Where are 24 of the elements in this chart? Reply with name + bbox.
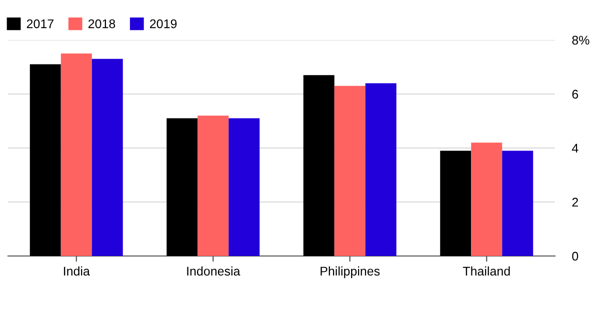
legend-label: 2018 xyxy=(88,19,116,28)
bar xyxy=(198,116,229,256)
x-tick-label: Philippines xyxy=(320,266,380,278)
bar xyxy=(502,150,534,256)
y-tick-label: 0 xyxy=(572,252,578,261)
x-tick-label: India xyxy=(64,266,90,276)
bar xyxy=(60,54,92,256)
legend-label: 2017 xyxy=(26,19,54,28)
x-tick-label: Indonesia xyxy=(187,266,240,276)
bar xyxy=(30,64,61,256)
bar xyxy=(365,83,396,256)
bar xyxy=(92,58,123,256)
y-tick-label: 4 xyxy=(572,144,578,153)
bar xyxy=(303,75,334,256)
bar xyxy=(228,118,260,256)
x-tick-label: Thailand xyxy=(462,266,510,276)
y-tick-label: 2 xyxy=(572,198,578,207)
bar xyxy=(334,86,366,256)
y-tick-label: 8% xyxy=(572,36,590,45)
bar xyxy=(166,118,198,256)
legend-label: 2019 xyxy=(150,19,177,28)
y-tick-label: 6 xyxy=(572,90,578,99)
bar xyxy=(440,150,472,256)
bar xyxy=(471,142,502,256)
